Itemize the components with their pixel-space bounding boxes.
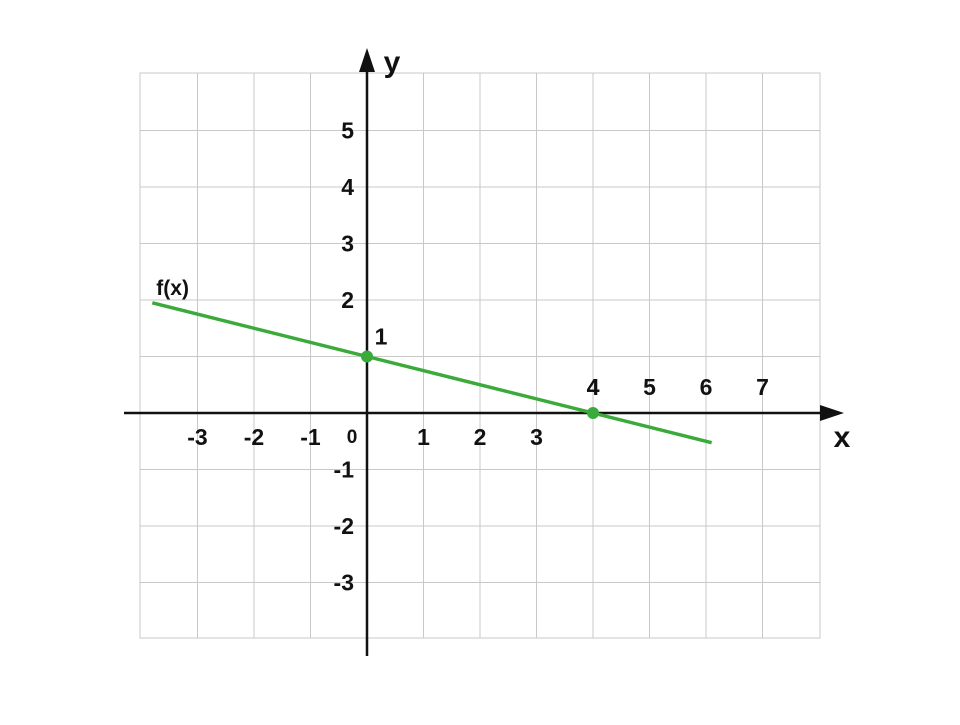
x-tick-label: 3 bbox=[530, 424, 543, 450]
point-label: 4 bbox=[587, 374, 600, 400]
x-tick-label: 7 bbox=[756, 374, 769, 400]
series-layer: f(x) bbox=[151, 277, 713, 445]
y-axis-arrow bbox=[359, 48, 375, 72]
point-label: 1 bbox=[375, 324, 388, 350]
highlighted-point bbox=[587, 407, 599, 419]
x-tick-label: 5 bbox=[643, 374, 656, 400]
x-tick-label: 6 bbox=[700, 374, 713, 400]
x-tick-label: 2 bbox=[474, 424, 487, 450]
y-tick-label: -2 bbox=[334, 513, 354, 539]
axes: xy bbox=[124, 46, 851, 656]
y-tick-label: 5 bbox=[341, 118, 354, 144]
y-axis-label: y bbox=[384, 46, 401, 79]
x-tick-label: -1 bbox=[300, 424, 321, 450]
y-tick-label: 4 bbox=[341, 174, 354, 200]
y-tick-label: 3 bbox=[341, 231, 354, 257]
y-tick-label: -3 bbox=[334, 570, 354, 596]
origin-label: 0 bbox=[347, 427, 358, 448]
x-tick-label: -2 bbox=[244, 424, 264, 450]
x-axis-arrow bbox=[820, 405, 844, 421]
x-tick-label: -3 bbox=[187, 424, 207, 450]
function-line bbox=[151, 301, 713, 445]
grid bbox=[139, 72, 821, 639]
function-label: f(x) bbox=[156, 277, 189, 300]
x-axis-label: x bbox=[834, 421, 851, 454]
highlighted-point bbox=[361, 350, 373, 363]
x-tick-label: 1 bbox=[417, 424, 430, 450]
highlighted-points: 14 bbox=[361, 324, 600, 419]
x-tick-label: 4 bbox=[587, 374, 600, 400]
y-tick-label: 2 bbox=[341, 287, 354, 313]
y-tick-label: -1 bbox=[334, 457, 355, 483]
